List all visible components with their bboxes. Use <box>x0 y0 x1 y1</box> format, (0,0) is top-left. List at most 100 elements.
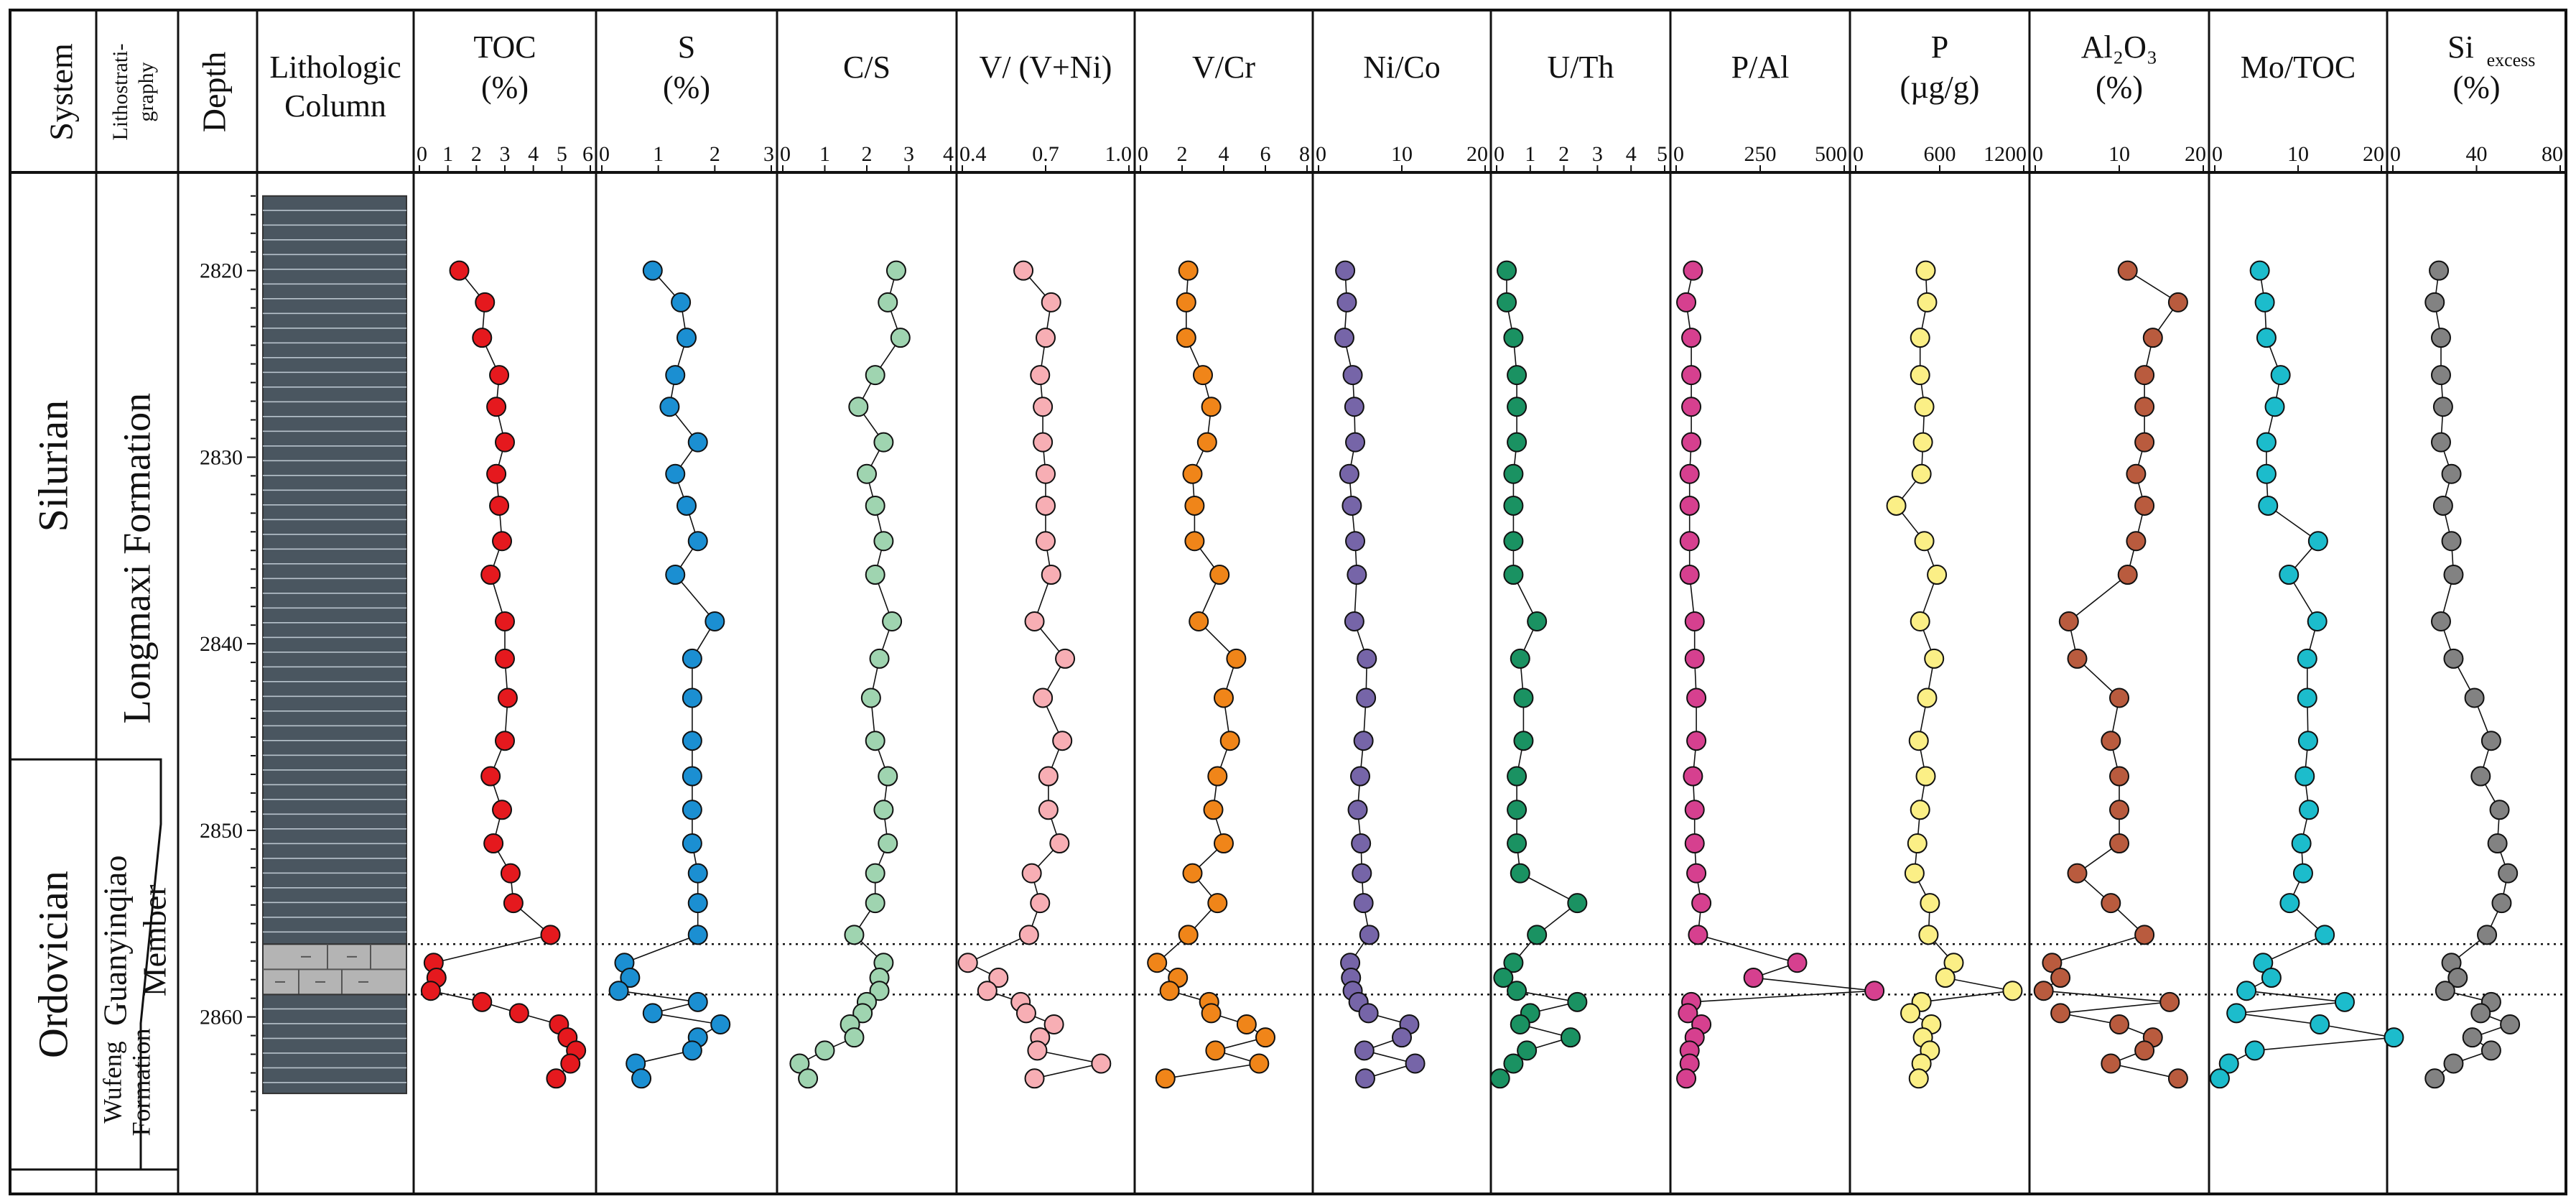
data-point-P/Al <box>1684 648 1705 669</box>
data-point-Ni/Co <box>1345 531 1366 552</box>
data-point-Si_excess <box>2491 893 2512 914</box>
data-point-Si_excess <box>2464 687 2485 708</box>
data-point-U/Th <box>1567 893 1588 914</box>
data-point-P/Al <box>1686 731 1707 751</box>
data-point-V/(V+Ni) <box>1015 1003 1036 1024</box>
data-point-Si_excess <box>2432 495 2453 516</box>
data-point-P/Al <box>1681 328 1702 348</box>
data-point-Si_excess <box>2430 432 2451 453</box>
data-point-V/Cr <box>1249 1053 1270 1074</box>
data-point-U/Th <box>1513 731 1534 751</box>
data-point-P/Al <box>1676 1068 1697 1089</box>
data-point-Al2O3 <box>2142 328 2163 348</box>
data-point-P <box>2002 981 2023 1001</box>
data-point-Mo/TOC <box>2258 495 2279 516</box>
panel-title: Al₂O₃ <box>2081 29 2157 65</box>
data-point-Mo/TOC <box>2307 611 2328 631</box>
panel-tick-label: 0 <box>1316 142 1326 166</box>
data-point-S <box>687 991 708 1012</box>
data-point-TOC <box>483 833 504 854</box>
data-point-V/(V+Ni) <box>1055 648 1076 669</box>
data-point-U/Th <box>1510 1014 1530 1034</box>
data-point-C/S <box>878 833 898 854</box>
data-point-S <box>682 687 702 708</box>
data-point-TOC <box>480 766 501 787</box>
data-point-C/S <box>873 432 894 453</box>
data-point-V/Cr <box>1226 648 1247 669</box>
data-point-V/(V+Ni) <box>977 981 998 1001</box>
data-point-Mo/TOC <box>2236 981 2257 1001</box>
data-point-C/S <box>873 531 894 552</box>
data-point-Si_excess <box>2480 731 2501 751</box>
data-point-Ni/Co <box>1342 495 1362 516</box>
data-point-Si_excess <box>2447 968 2468 988</box>
data-point-Al2O3 <box>2101 893 2121 914</box>
data-point-S <box>682 648 702 669</box>
data-point-P <box>1910 611 1930 631</box>
data-point-V/(V+Ni) <box>1036 531 1056 552</box>
data-point-Al2O3 <box>2126 463 2147 484</box>
panel-tick-label: 20 <box>1466 142 1488 166</box>
data-point-Si_excess <box>2430 365 2451 386</box>
data-point-V/Cr <box>1207 766 1228 787</box>
series-line-P/Al <box>1685 270 1875 1079</box>
data-point-Mo/TOC <box>2226 1003 2247 1024</box>
data-point-Si_excess <box>2462 1027 2483 1048</box>
series-line-S <box>618 270 722 1079</box>
depth-tick-label: 2830 <box>200 445 243 469</box>
data-point-Al2O3 <box>2134 1040 2155 1061</box>
data-point-V/Cr <box>1205 1040 1226 1061</box>
series-line-Al2O3 <box>2042 270 2180 1080</box>
data-point-Mo/TOC <box>2256 463 2277 484</box>
data-point-C/S <box>852 1003 873 1024</box>
data-point-V/(V+Ni) <box>957 953 978 973</box>
data-point-P <box>1910 328 1930 348</box>
data-point-S <box>705 611 725 631</box>
data-point-U/Th <box>1507 365 1528 386</box>
data-point-V/Cr <box>1201 1003 1222 1024</box>
data-point-Al2O3 <box>2109 766 2129 787</box>
data-point-Mo/TOC <box>2270 365 2291 386</box>
data-point-P <box>1943 953 1964 973</box>
panel-tick-label: 1 <box>819 142 830 166</box>
data-point-Si_excess <box>2441 531 2462 552</box>
data-point-P/Al <box>1686 687 1707 708</box>
data-point-U/Th <box>1503 495 1524 516</box>
data-point-Al2O3 <box>2033 981 2054 1001</box>
data-point-P <box>1900 1003 1921 1024</box>
data-point-V/Cr <box>1147 953 1168 973</box>
data-point-V/Cr <box>1214 687 1234 708</box>
data-point-V/(V+Ni) <box>1036 495 1056 516</box>
data-point-V/Cr <box>1236 1014 1257 1034</box>
data-point-Al2O3 <box>2134 925 2155 945</box>
data-point-Si_excess <box>2477 925 2498 945</box>
data-point-TOC <box>560 1053 581 1074</box>
data-point-Al2O3 <box>2134 397 2155 417</box>
data-point-Al2O3 <box>2109 800 2129 820</box>
panel-tick-label: 0 <box>1494 142 1505 166</box>
data-point-C/S <box>890 328 911 348</box>
data-point-V/Cr <box>1182 863 1203 884</box>
data-point-S <box>676 328 697 348</box>
data-point-P <box>1935 968 1956 988</box>
panel-tick-label: 0 <box>2032 142 2043 166</box>
data-point-Si_excess <box>2470 1003 2491 1024</box>
lithologic-header-2: Column <box>284 88 386 124</box>
data-point-TOC <box>492 800 513 820</box>
data-point-Ni/Co <box>1356 687 1377 708</box>
panel-tick-label: 0 <box>1673 142 1684 166</box>
data-point-C/S <box>869 648 890 669</box>
data-point-Si_excess <box>2489 800 2510 820</box>
data-point-V/(V+Ni) <box>1091 1053 1112 1074</box>
panel-tick-label: 8 <box>1299 142 1310 166</box>
data-point-P <box>1907 833 1928 854</box>
formation-longmaxi: Longmaxi Formation <box>115 393 158 723</box>
data-point-V/(V+Ni) <box>988 968 1009 988</box>
data-point-U/Th <box>1503 1053 1524 1074</box>
panel-tick-label: 0 <box>2212 142 2223 166</box>
data-point-P/Al <box>1688 925 1708 945</box>
panel-tick-label: 20 <box>2185 142 2206 166</box>
data-point-U/Th <box>1507 432 1528 453</box>
data-point-P/Al <box>1679 495 1700 516</box>
